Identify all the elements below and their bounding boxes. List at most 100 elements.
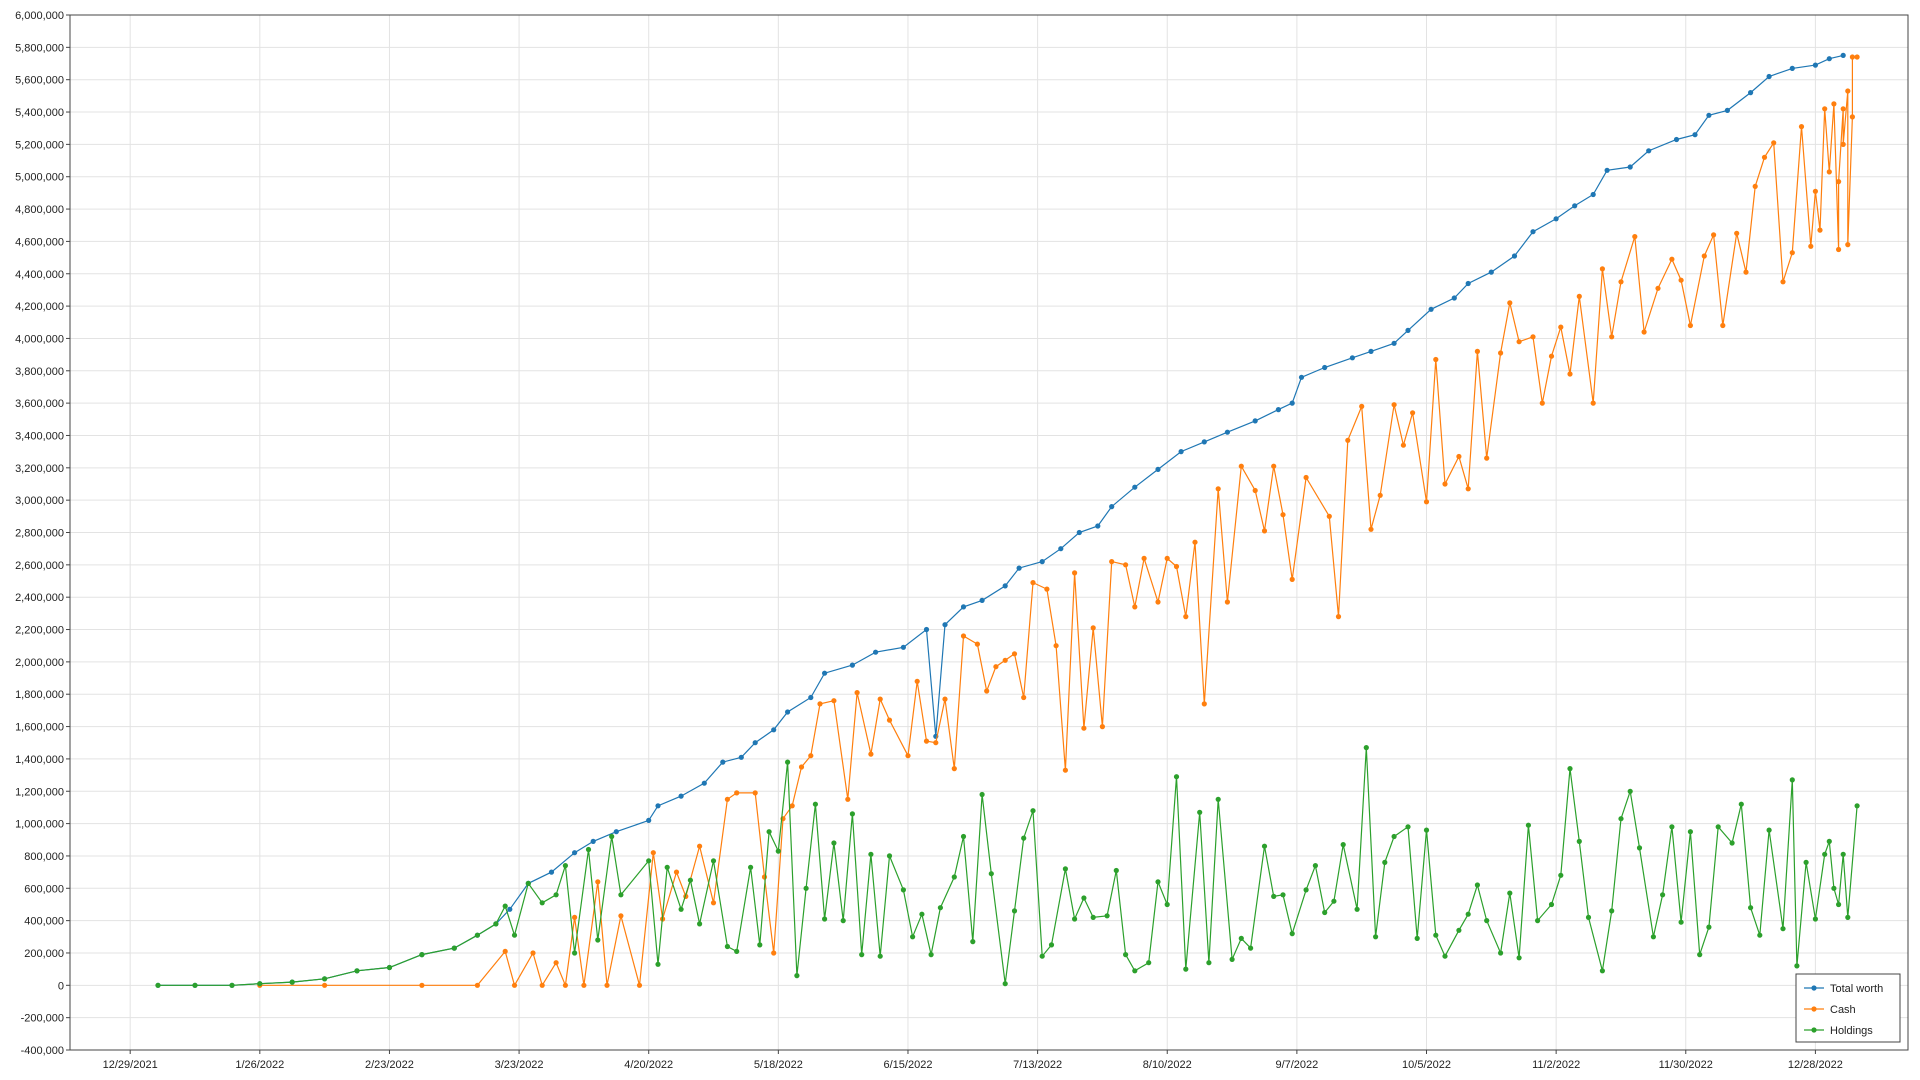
data-point-cash — [1655, 285, 1661, 291]
data-point-holdings — [928, 952, 934, 958]
data-point-cash — [1641, 329, 1647, 335]
data-point-holdings — [1238, 935, 1244, 942]
y-tick-label: 2,600,000 — [15, 560, 64, 572]
data-point-holdings — [1391, 833, 1397, 840]
data-point-cash — [1423, 499, 1430, 505]
data-point-cash — [1183, 614, 1189, 620]
data-point-cash — [1840, 106, 1846, 112]
data-point-cash — [798, 764, 805, 770]
data-point-total-worth — [1646, 148, 1652, 154]
data-point-holdings — [192, 982, 198, 988]
data-point-cash — [1826, 169, 1832, 175]
data-point-cash — [752, 790, 758, 796]
data-point-cash — [1192, 539, 1198, 545]
data-point-cash — [1173, 563, 1180, 570]
data-point-holdings — [1636, 845, 1643, 851]
data-point-holdings — [1354, 906, 1360, 912]
x-tick-label: 7/13/2022 — [1013, 1059, 1062, 1071]
data-point-holdings — [1831, 885, 1837, 891]
data-point-total-worth — [900, 644, 907, 650]
y-tick-label: 1,600,000 — [15, 722, 64, 734]
data-point-holdings — [1729, 840, 1735, 846]
data-point-cash — [1238, 463, 1244, 469]
data-point-cash — [581, 982, 587, 988]
y-tick-label: 0 — [58, 980, 64, 992]
data-point-holdings — [960, 833, 967, 840]
y-tick-label: 1,800,000 — [15, 689, 64, 701]
data-point-cash — [1345, 437, 1351, 443]
data-point-cash — [1752, 183, 1758, 189]
y-tick-label: 3,400,000 — [15, 430, 64, 442]
data-point-holdings — [1433, 932, 1439, 938]
data-point-cash — [1252, 487, 1258, 494]
data-point-cash — [1215, 486, 1221, 492]
data-point-cash — [1530, 334, 1536, 340]
data-point-holdings — [951, 874, 957, 880]
data-point-holdings — [1183, 966, 1189, 972]
data-point-cash — [1761, 154, 1768, 160]
data-point-holdings — [970, 939, 976, 945]
data-point-holdings — [803, 885, 809, 891]
data-point-holdings — [1164, 901, 1170, 908]
series-holdings — [155, 745, 1860, 988]
data-point-cash — [1062, 767, 1068, 773]
data-point-cash — [1567, 371, 1573, 377]
data-point-holdings — [988, 871, 994, 877]
data-point-holdings — [1789, 777, 1795, 783]
y-tick-label: 6,000,000 — [15, 10, 64, 22]
data-point-holdings — [1280, 892, 1286, 898]
data-point-holdings — [831, 840, 837, 846]
legend: Total worth Cash Holdings — [1795, 973, 1901, 1043]
data-point-holdings — [910, 934, 916, 940]
data-point-holdings — [794, 973, 800, 979]
y-tick-label: 1,400,000 — [15, 754, 64, 766]
data-point-total-worth — [646, 817, 652, 824]
data-point-holdings — [822, 916, 828, 922]
data-point-holdings — [646, 858, 652, 864]
data-point-total-worth — [1530, 229, 1536, 235]
data-point-cash — [1303, 474, 1309, 481]
data-point-cash — [710, 900, 717, 906]
data-point-cash — [817, 701, 823, 707]
data-point-cash — [1326, 513, 1332, 519]
data-point-cash — [1099, 724, 1105, 730]
data-point-holdings — [1132, 968, 1138, 974]
data-point-holdings — [1331, 898, 1337, 904]
data-point-holdings — [1706, 924, 1712, 930]
y-tick-label: 200,000 — [24, 948, 64, 960]
data-point-cash — [1141, 555, 1147, 562]
data-point-total-worth — [1465, 280, 1471, 287]
data-point-cash — [960, 633, 967, 639]
data-point-cash — [942, 696, 948, 702]
data-point-holdings — [1090, 914, 1096, 921]
data-point-cash — [951, 766, 957, 772]
data-point-cash — [618, 913, 624, 919]
data-point-holdings — [1405, 824, 1411, 830]
data-point-holdings — [710, 858, 717, 864]
data-point-cash — [984, 688, 990, 694]
data-point-total-worth — [655, 803, 661, 809]
data-point-cash — [1840, 141, 1846, 147]
data-point-cash — [502, 948, 508, 955]
data-point-cash — [1359, 403, 1365, 409]
data-point-holdings — [585, 846, 592, 853]
data-point-holdings — [1766, 827, 1772, 833]
data-point-holdings — [1826, 838, 1832, 845]
data-point-cash — [562, 982, 569, 988]
data-point-holdings — [1456, 927, 1462, 933]
data-point-cash — [1687, 322, 1693, 329]
data-point-holdings — [812, 801, 819, 807]
data-point-holdings — [1822, 851, 1828, 857]
data-point-cash — [1484, 455, 1490, 461]
data-point-total-worth — [1692, 132, 1698, 138]
y-tick-label: -200,000 — [21, 1013, 64, 1025]
x-tick-label: 12/28/2022 — [1788, 1059, 1843, 1071]
data-point-cash — [1780, 279, 1786, 285]
data-point-holdings — [1567, 766, 1573, 772]
data-point-total-worth — [1451, 295, 1457, 301]
data-point-holdings — [1498, 950, 1504, 956]
data-point-holdings — [1780, 926, 1786, 932]
data-point-cash — [1030, 580, 1036, 586]
data-point-total-worth — [1553, 216, 1559, 222]
data-point-cash — [1669, 256, 1675, 262]
